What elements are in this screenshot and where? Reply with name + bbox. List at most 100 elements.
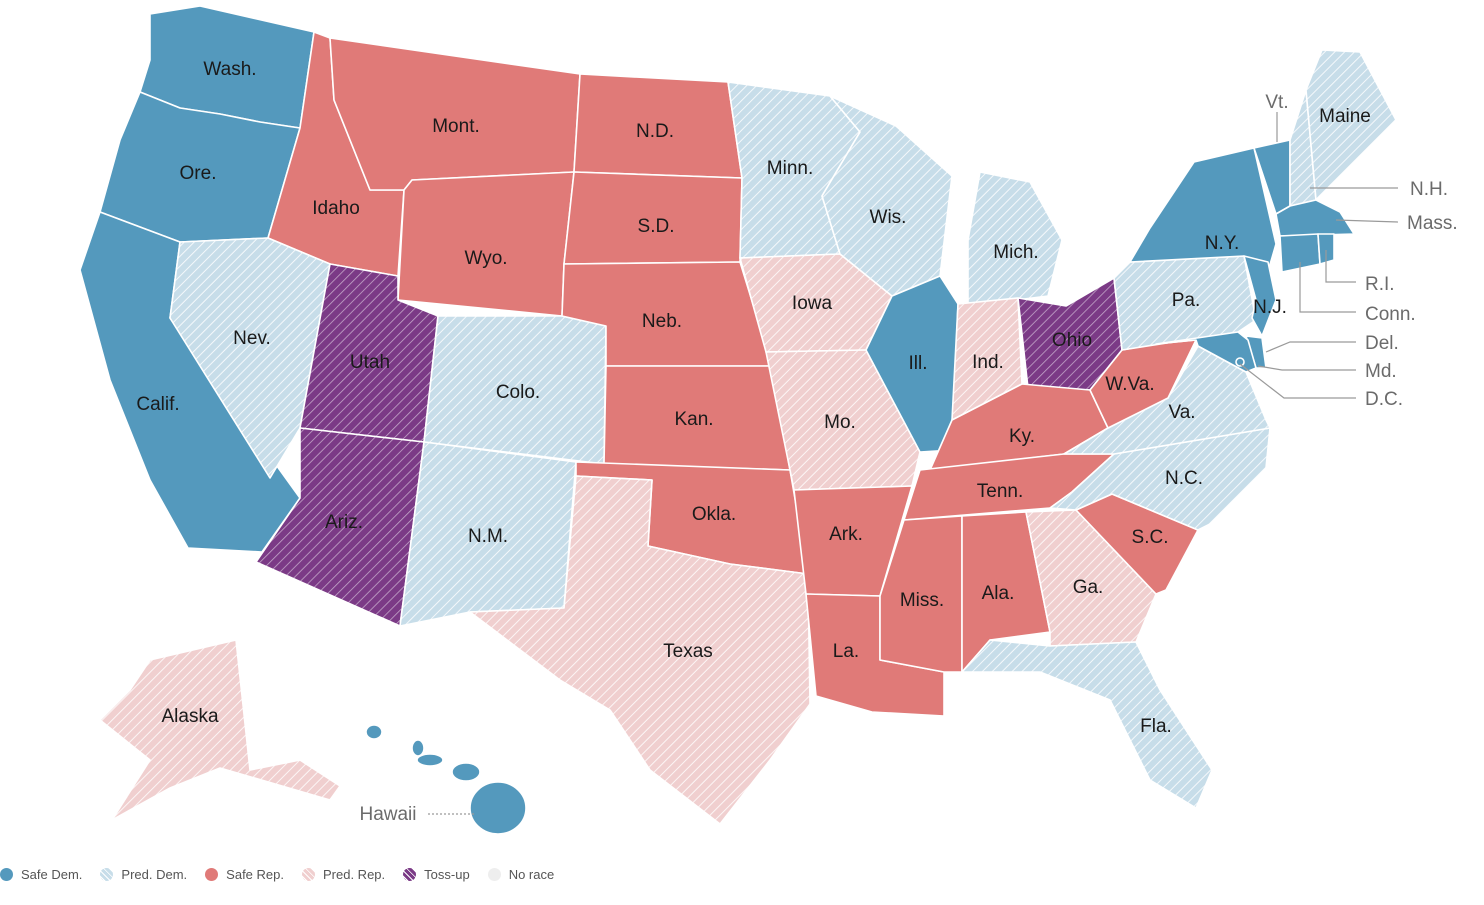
state-wy[interactable] (397, 171, 575, 317)
state-hi[interactable] (469, 781, 527, 835)
label-dc: D.C. (1365, 389, 1403, 410)
label-me: Maine (1319, 106, 1371, 127)
state-ak[interactable] (99, 639, 341, 821)
state-nc[interactable] (1049, 427, 1271, 531)
label-ky: Ky. (1009, 426, 1035, 447)
state-al[interactable] (961, 511, 1051, 673)
label-ok: Okla. (692, 504, 736, 525)
label-ma: Mass. (1407, 213, 1458, 234)
label-wy: Wyo. (464, 248, 507, 269)
label-la: La. (833, 641, 859, 662)
label-tn: Tenn. (977, 481, 1023, 502)
legend: Safe Dem. Pred. Dem. Safe Rep. Pred. Rep… (0, 864, 572, 884)
state-mi[interactable] (967, 171, 1063, 307)
label-hi: Hawaii (359, 804, 416, 825)
legend-label: No race (508, 866, 555, 882)
legend-label: Pred. Dem. (121, 866, 188, 882)
legend-item-no-race: No race (487, 866, 555, 882)
label-tx: Texas (663, 641, 713, 662)
label-ms: Miss. (900, 590, 944, 611)
label-nh: N.H. (1410, 179, 1448, 200)
label-mo: Mo. (824, 412, 856, 433)
state-fl[interactable] (961, 639, 1213, 809)
label-wv: W.Va. (1105, 374, 1154, 395)
legend-label: Safe Rep. (226, 866, 284, 882)
leader-del (1265, 341, 1356, 353)
label-nj: N.J. (1253, 297, 1287, 318)
label-oh: Ohio (1052, 330, 1092, 351)
state-nj[interactable] (1243, 255, 1277, 337)
label-ca: Calif. (136, 394, 179, 415)
legend-item-pred-rep: Pred. Rep. (302, 867, 385, 882)
state-hi-group (365, 724, 527, 835)
state-hi-oahu[interactable] (411, 739, 425, 757)
label-mn: Minn. (767, 158, 813, 179)
label-ar: Ark. (829, 524, 863, 545)
label-sc: S.C. (1132, 527, 1169, 548)
label-nm: N.M. (468, 526, 508, 547)
label-ri: R.I. (1365, 274, 1395, 295)
state-mt[interactable] (329, 37, 581, 191)
legend-item-toss-up: Toss-up (403, 867, 470, 882)
label-ia: Iowa (792, 293, 833, 314)
legend-label: Toss-up (424, 866, 470, 882)
state-me[interactable] (1305, 49, 1397, 201)
state-hi-maui[interactable] (451, 762, 481, 782)
label-vt: Vt. (1265, 92, 1288, 113)
leader-conn (1299, 262, 1356, 313)
label-ak: Alaska (161, 706, 218, 727)
state-az[interactable] (255, 427, 425, 627)
label-nv: Nev. (233, 328, 271, 349)
state-tx[interactable] (469, 475, 811, 825)
label-mi: Mich. (993, 242, 1038, 263)
state-hi-kauai[interactable] (365, 724, 383, 740)
label-al: Ala. (982, 583, 1015, 604)
label-wi: Wis. (870, 207, 907, 228)
state-dc[interactable] (1235, 357, 1245, 367)
label-sd: S.D. (638, 216, 675, 237)
label-ut: Utah (350, 352, 390, 373)
legend-swatch (0, 867, 13, 881)
label-va: Va. (1168, 402, 1195, 423)
label-ga: Ga. (1073, 577, 1104, 598)
label-ny: N.Y. (1205, 233, 1240, 254)
legend-label: Pred. Rep. (323, 866, 386, 882)
label-il: Ill. (909, 353, 928, 374)
legend-swatch (487, 867, 501, 881)
label-az: Ariz. (325, 512, 363, 533)
leader-ma (1335, 219, 1399, 223)
legend-item-pred-dem: Pred. Dem. (100, 867, 187, 882)
legend-swatch (302, 867, 315, 881)
label-wa: Wash. (203, 59, 256, 80)
state-ri[interactable] (1317, 233, 1335, 265)
label-nc: N.C. (1165, 468, 1203, 489)
label-fl: Fla. (1140, 716, 1172, 737)
label-md: Md. (1365, 361, 1397, 382)
label-pa: Pa. (1172, 290, 1201, 311)
state-hi-molokai[interactable] (416, 753, 444, 767)
label-ct: Conn. (1365, 304, 1416, 325)
label-or: Ore. (180, 163, 217, 184)
leader-lines (428, 112, 1399, 815)
legend-item-safe-rep: Safe Rep. (205, 867, 284, 882)
label-co: Colo. (496, 382, 540, 403)
leader-dc (1239, 363, 1356, 399)
legend-label: Safe Dem. (21, 866, 83, 882)
label-de: Del. (1365, 333, 1399, 354)
state-labels: Wash. Ore. Calif. Idaho Nev. Mont. Wyo. … (136, 59, 1457, 825)
legend-swatch (100, 867, 114, 881)
label-id: Idaho (312, 198, 360, 219)
label-in: Ind. (972, 352, 1004, 373)
legend-item-safe-dem: Safe Dem. (0, 867, 82, 882)
state-md[interactable] (1155, 331, 1257, 373)
leader-ri (1325, 250, 1356, 283)
states-layer (79, 5, 1397, 835)
label-ks: Kan. (674, 409, 713, 430)
leader-md (1257, 365, 1356, 371)
legend-swatch (205, 867, 219, 881)
label-mt: Mont. (432, 116, 480, 137)
legend-swatch (403, 867, 417, 881)
label-nd: N.D. (636, 121, 674, 142)
label-ne: Neb. (642, 311, 682, 332)
